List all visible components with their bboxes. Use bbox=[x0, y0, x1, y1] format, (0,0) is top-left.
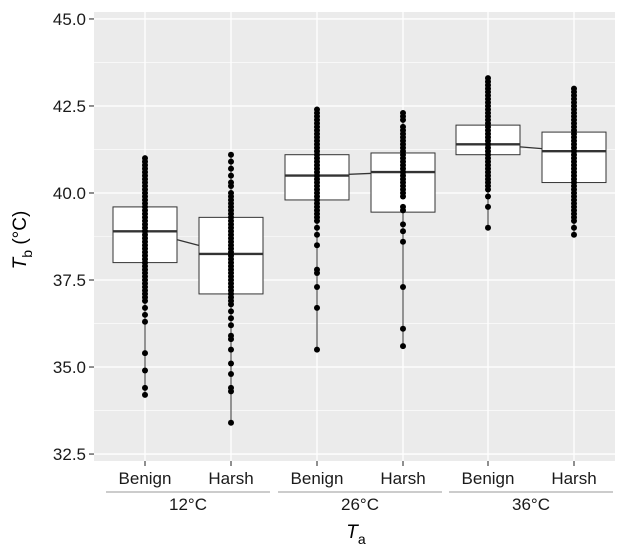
y-axis-title-subscript: b bbox=[19, 250, 35, 258]
data-point bbox=[485, 186, 491, 193]
data-point bbox=[485, 193, 491, 200]
x-tick-label: Benign bbox=[462, 469, 515, 488]
data-point bbox=[400, 193, 406, 200]
data-point bbox=[314, 224, 320, 231]
y-tick-label: 37.5 bbox=[53, 271, 86, 290]
data-point bbox=[400, 221, 406, 228]
data-point bbox=[228, 315, 234, 322]
data-point bbox=[142, 297, 148, 304]
data-point bbox=[142, 391, 148, 398]
x-axis-title-symbol: T bbox=[346, 522, 359, 543]
data-point bbox=[228, 346, 234, 353]
data-point bbox=[228, 165, 234, 172]
x-axis-title-subscript: a bbox=[358, 531, 366, 546]
y-axis-title-symbol: T bbox=[10, 256, 31, 269]
data-point bbox=[400, 325, 406, 332]
data-point bbox=[142, 384, 148, 391]
y-tick-label: 32.5 bbox=[53, 445, 86, 464]
data-point bbox=[400, 207, 406, 214]
data-point bbox=[228, 360, 234, 367]
y-tick-label: 45.0 bbox=[53, 10, 86, 29]
data-point bbox=[142, 350, 148, 357]
data-point bbox=[142, 311, 148, 318]
x-axis-title: Ta bbox=[346, 522, 366, 546]
y-axis-title-unit: (°C) bbox=[10, 211, 31, 250]
data-point bbox=[571, 231, 577, 238]
data-point bbox=[571, 217, 577, 224]
data-point bbox=[228, 336, 234, 343]
group-label: 26°C bbox=[341, 495, 379, 514]
data-point bbox=[228, 370, 234, 377]
data-point bbox=[228, 301, 234, 308]
group-label: 12°C bbox=[169, 495, 207, 514]
y-axis-title: Tb (°C) bbox=[10, 211, 35, 270]
data-point bbox=[228, 172, 234, 179]
y-axis: 32.5 35.0 37.5 40.0 42.5 45.0 bbox=[53, 10, 94, 464]
data-points bbox=[142, 75, 577, 426]
data-point bbox=[228, 388, 234, 395]
data-point bbox=[228, 322, 234, 329]
group-label: 36°C bbox=[512, 495, 550, 514]
y-tick-label: 35.0 bbox=[53, 358, 86, 377]
data-point bbox=[400, 283, 406, 290]
data-point bbox=[228, 419, 234, 426]
data-point bbox=[485, 224, 491, 231]
data-point bbox=[142, 318, 148, 325]
data-point bbox=[314, 283, 320, 290]
data-point bbox=[314, 304, 320, 311]
y-tick-label: 42.5 bbox=[53, 97, 86, 116]
data-point bbox=[400, 228, 406, 235]
data-point bbox=[314, 217, 320, 224]
data-point bbox=[228, 151, 234, 158]
y-tick-label: 40.0 bbox=[53, 184, 86, 203]
data-point bbox=[228, 308, 234, 315]
data-point bbox=[314, 346, 320, 353]
data-point bbox=[228, 158, 234, 165]
data-point bbox=[142, 367, 148, 374]
x-tick-label: Harsh bbox=[208, 469, 253, 488]
x-tick-label: Harsh bbox=[551, 469, 596, 488]
data-point bbox=[314, 231, 320, 238]
data-point bbox=[142, 304, 148, 311]
x-tick-label: Harsh bbox=[380, 469, 425, 488]
x-tick-label: Benign bbox=[119, 469, 172, 488]
data-point bbox=[571, 224, 577, 231]
data-point bbox=[314, 242, 320, 249]
data-point bbox=[400, 343, 406, 350]
data-point bbox=[400, 238, 406, 245]
x-tick-label: Benign bbox=[291, 469, 344, 488]
data-point bbox=[485, 203, 491, 210]
data-point bbox=[314, 270, 320, 277]
data-point bbox=[400, 116, 406, 123]
data-point bbox=[228, 183, 234, 190]
